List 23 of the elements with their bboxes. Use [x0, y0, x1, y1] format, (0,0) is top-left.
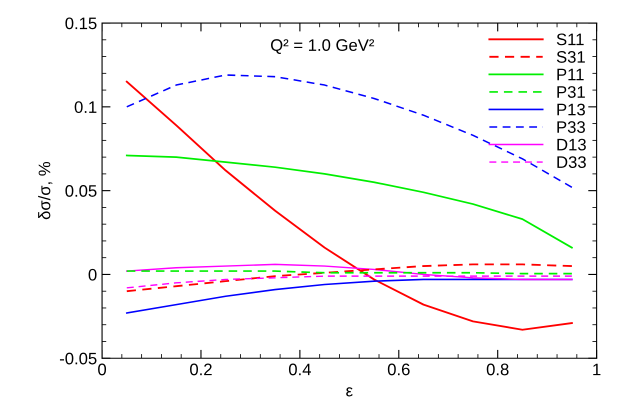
- legend-label: S11: [556, 33, 584, 46]
- legend-label: S31: [556, 51, 585, 63]
- x-tick-label: 0.4: [288, 364, 311, 376]
- legend-label: P13: [557, 104, 585, 116]
- legend-label: D33: [557, 156, 586, 168]
- line-series: [126, 278, 573, 314]
- legend-label: P11: [557, 68, 584, 80]
- x-axis-title: ε: [346, 387, 353, 396]
- x-tick-label: 1: [593, 364, 600, 376]
- y-tick-label: 0.05: [65, 185, 97, 197]
- y-tick-label: -0.05: [60, 352, 97, 364]
- legend-label: P31: [557, 86, 585, 98]
- x-tick-label: 0.6: [388, 364, 410, 376]
- legend-label: P33: [557, 121, 585, 133]
- y-tick-label: 0: [88, 268, 97, 281]
- y-tick-label: 0.1: [74, 101, 96, 114]
- y-axis-title: δσ/σ, %: [38, 162, 52, 220]
- legend-label: D13: [557, 138, 586, 151]
- annotation: Q² = 1.0 GeV²: [270, 39, 374, 54]
- x-tick-label: 0.8: [486, 364, 509, 376]
- x-tick-label: 0: [98, 364, 106, 376]
- y-tick-label: 0.15: [65, 17, 97, 30]
- x-tick-label: 0.2: [190, 364, 212, 376]
